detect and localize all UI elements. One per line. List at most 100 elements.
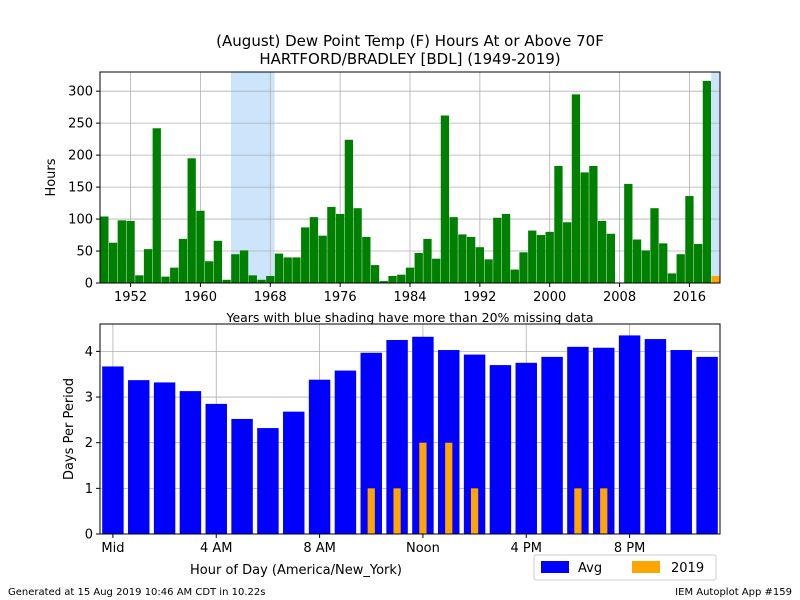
year-bar [283, 257, 292, 283]
year-bar [108, 242, 118, 283]
year-bar [519, 252, 528, 283]
year-bar [274, 253, 284, 283]
avg-bar [412, 336, 434, 534]
year-bar [170, 267, 179, 283]
year-bar [309, 217, 319, 283]
avg-bar [567, 346, 589, 534]
y-tick-label: 1 [85, 482, 93, 497]
year-bar [100, 216, 109, 283]
year-bar [266, 275, 275, 283]
avg-bar [360, 352, 382, 534]
x-tick-label: 2000 [533, 290, 566, 305]
year-bar [292, 257, 301, 283]
legend-avg-swatch [541, 561, 569, 573]
x-tick-label: 1960 [184, 290, 217, 305]
y-tick-label: 3 [85, 391, 93, 406]
x-tick-label: Mid [101, 541, 124, 556]
year-bar [135, 275, 144, 283]
legend-2019-label: 2019 [671, 561, 704, 576]
year-bar [493, 217, 502, 283]
year-bar [466, 236, 476, 283]
avg-bar [205, 403, 227, 534]
avg-bar [179, 391, 202, 534]
missing-data-note: Years with blue shading have more than 2… [225, 310, 593, 325]
x-tick-label: 1952 [114, 290, 147, 305]
avg-bar [283, 411, 305, 534]
year-bar [632, 239, 642, 283]
year-bar [152, 128, 161, 283]
avg-bar [231, 418, 253, 534]
year-bar [501, 213, 511, 283]
y-axis-label: Days Per Period [62, 378, 77, 480]
x-axis-label: Hour of Day (America/New_York) [190, 563, 402, 578]
year-bar [484, 259, 493, 283]
avg-bar [670, 350, 692, 534]
x-tick-label: 4 PM [511, 541, 542, 556]
current-year-bar [419, 442, 427, 534]
annual-hours-panel: 1952 1960 1968 1976 1984 1992 2000 2008 2016 0 50 1… [44, 71, 721, 305]
year-bar [650, 208, 659, 283]
current-year-bar [600, 488, 608, 534]
year-bar [528, 230, 537, 283]
year-bar [475, 247, 485, 283]
legend-2019-swatch [632, 561, 660, 573]
year-bar [659, 243, 668, 283]
y-tick-label: 2 [85, 436, 93, 451]
current-year-bar [367, 488, 375, 534]
legend-avg-label: Avg [578, 561, 602, 576]
y-tick-label: 250 [68, 117, 93, 132]
x-tick-label: 8 AM [303, 541, 336, 556]
y-tick-label: 150 [68, 181, 93, 196]
current-year-bar [470, 488, 479, 534]
x-tick-label: 4 AM [200, 541, 233, 556]
avg-bar [334, 370, 357, 534]
year-bar [414, 252, 423, 283]
avg-bar [515, 362, 537, 534]
avg-bar [644, 339, 667, 534]
year-bar [449, 217, 458, 283]
year-bar [301, 227, 310, 283]
x-tick-label: Noon [406, 541, 440, 556]
year-bar [196, 210, 205, 283]
missing-data-shade [711, 72, 720, 283]
current-year-bar [574, 488, 582, 534]
current-year-bar [445, 442, 453, 534]
y-axis-label: Hours [44, 158, 59, 196]
year-bar [239, 250, 249, 283]
year-bar [545, 231, 554, 283]
year-bar [685, 196, 694, 283]
year-bar [318, 235, 327, 283]
legend: Avg 2019 [533, 554, 717, 581]
y-tick-label: 300 [68, 85, 93, 100]
year-bar [702, 80, 712, 284]
year-bar [205, 261, 214, 283]
year-bar [231, 254, 240, 283]
year-bar [440, 115, 450, 283]
avg-bar [463, 354, 486, 534]
year-bar [178, 238, 188, 283]
year-bar [563, 222, 572, 283]
year-bar [126, 220, 135, 283]
current-year-bar [393, 488, 401, 534]
footer-app: IEM Autoplot App #159 [675, 587, 792, 598]
x-tick-label: 1984 [393, 290, 426, 305]
chart-title-line2: HARTFORD/BRADLEY [BDL] (1949-2019) [259, 50, 560, 68]
avg-bar [128, 380, 150, 534]
hourly-days-panel: Mid 4 AM 8 AM Noon 4 PM 8 PM 0 1 2 3 4 Hour of Day … [62, 323, 721, 578]
year-bar [362, 236, 371, 283]
year-bar [423, 238, 432, 283]
x-tick-label: 1992 [463, 290, 496, 305]
year-bar [606, 233, 615, 283]
x-tick-label: 1976 [324, 290, 357, 305]
year-bar [694, 243, 703, 283]
avg-bar [438, 350, 460, 534]
footer-generated: Generated at 15 Aug 2019 10:46 AM CDT in… [8, 587, 265, 598]
year-bar [405, 267, 415, 283]
year-bar [117, 220, 126, 283]
legend-frame [533, 554, 717, 581]
y-tick-label: 0 [85, 528, 93, 543]
year-bar [143, 249, 153, 283]
year-bar [213, 240, 223, 283]
y-tick-label: 50 [76, 245, 93, 260]
year-bar [222, 279, 231, 283]
